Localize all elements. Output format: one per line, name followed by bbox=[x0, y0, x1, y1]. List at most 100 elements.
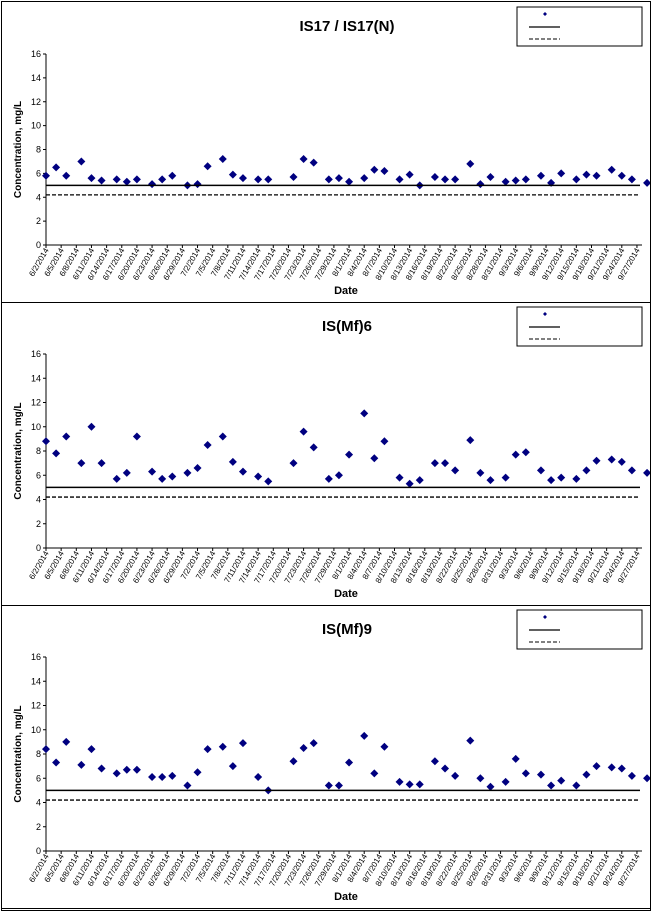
data-point-diamond bbox=[309, 158, 318, 167]
x-axis-label: Date bbox=[334, 588, 358, 600]
data-point-diamond bbox=[582, 466, 591, 475]
y-tick-label: 16 bbox=[31, 49, 41, 59]
data-point-diamond bbox=[592, 456, 601, 465]
data-point-diamond bbox=[511, 176, 520, 185]
data-point-diamond bbox=[42, 437, 50, 446]
y-tick-label: 0 bbox=[36, 240, 41, 250]
y-tick-label: 10 bbox=[31, 422, 41, 432]
data-point-diamond bbox=[324, 474, 333, 483]
data-point-diamond bbox=[592, 171, 601, 180]
data-point-diamond bbox=[52, 163, 61, 172]
data-point-diamond bbox=[572, 175, 581, 184]
data-point-diamond bbox=[643, 468, 652, 477]
legend bbox=[516, 6, 643, 47]
data-point-diamond bbox=[536, 466, 545, 475]
data-point-diamond bbox=[415, 780, 424, 789]
y-axis-label: Concentration, mg/L bbox=[13, 101, 24, 198]
data-point-diamond bbox=[441, 764, 450, 773]
data-point-diamond bbox=[370, 454, 379, 463]
y-tick-label: 12 bbox=[31, 701, 41, 711]
data-point-diamond bbox=[380, 166, 389, 175]
y-axis-label: Concentration, mg/L bbox=[13, 705, 24, 802]
data-point-diamond bbox=[547, 476, 556, 485]
data-point-diamond bbox=[607, 165, 616, 174]
legend-marker-diamond bbox=[543, 12, 547, 16]
data-point-diamond bbox=[380, 437, 389, 446]
data-point-diamond bbox=[228, 170, 237, 179]
legend bbox=[516, 306, 643, 347]
legend-marker-diamond bbox=[543, 615, 547, 619]
data-point-diamond bbox=[77, 157, 86, 166]
data-point-diamond bbox=[430, 757, 439, 766]
y-tick-label: 0 bbox=[36, 846, 41, 856]
data-point-diamond bbox=[158, 474, 167, 483]
data-point-diamond bbox=[97, 764, 106, 773]
data-point-diamond bbox=[122, 468, 131, 477]
data-point-diamond bbox=[476, 468, 485, 477]
data-point-diamond bbox=[228, 762, 237, 771]
data-point-diamond bbox=[345, 450, 354, 459]
y-tick-label: 0 bbox=[36, 543, 41, 553]
y-tick-label: 10 bbox=[31, 725, 41, 735]
data-point-diamond bbox=[476, 774, 485, 783]
data-point-diamond bbox=[451, 466, 460, 475]
data-point-diamond bbox=[627, 466, 636, 475]
data-point-diamond bbox=[299, 743, 308, 752]
data-point-diamond bbox=[334, 174, 343, 183]
y-axis-label: Concentration, mg/L bbox=[13, 402, 24, 499]
data-point-diamond bbox=[486, 476, 495, 485]
data-point-diamond bbox=[309, 443, 318, 452]
data-point-diamond bbox=[334, 781, 343, 790]
y-tick-label: 12 bbox=[31, 97, 41, 107]
data-point-diamond bbox=[415, 476, 424, 485]
data-point-diamond bbox=[521, 175, 530, 184]
data-point-diamond bbox=[228, 457, 237, 466]
data-point-diamond bbox=[521, 448, 530, 457]
chart-title: IS(Mf)6 bbox=[322, 318, 372, 335]
data-point-diamond bbox=[572, 474, 581, 483]
data-point-diamond bbox=[345, 758, 354, 767]
data-point-diamond bbox=[617, 171, 626, 180]
data-point-diamond bbox=[370, 165, 379, 174]
data-point-diamond bbox=[582, 770, 591, 779]
data-point-diamond bbox=[405, 780, 414, 789]
data-point-diamond bbox=[132, 765, 141, 774]
data-point-diamond bbox=[62, 737, 71, 746]
y-tick-label: 14 bbox=[31, 73, 41, 83]
data-point-diamond bbox=[148, 180, 157, 189]
y-tick-label: 2 bbox=[36, 216, 41, 226]
data-point-diamond bbox=[193, 768, 202, 777]
data-point-diamond bbox=[183, 781, 192, 790]
data-point-diamond bbox=[643, 774, 652, 783]
data-point-diamond bbox=[218, 742, 227, 751]
data-point-diamond bbox=[168, 171, 177, 180]
data-point-diamond bbox=[87, 745, 96, 754]
data-point-diamond bbox=[582, 170, 591, 179]
data-point-diamond bbox=[617, 764, 626, 773]
data-point-diamond bbox=[299, 427, 308, 436]
data-point-diamond bbox=[607, 763, 616, 772]
data-point-diamond bbox=[536, 171, 545, 180]
data-point-diamond bbox=[122, 765, 131, 774]
data-point-diamond bbox=[511, 450, 520, 459]
data-point-diamond bbox=[627, 771, 636, 780]
y-tick-label: 10 bbox=[31, 121, 41, 131]
chart-svg: IS17 / IS17(N) 0 2 4 6 8 10 12 14 16 Concentration… bbox=[13, 6, 652, 297]
data-point-diamond bbox=[203, 162, 212, 171]
data-point-diamond bbox=[148, 773, 157, 782]
data-point-diamond bbox=[557, 776, 566, 785]
data-point-diamond bbox=[617, 457, 626, 466]
y-tick-label: 8 bbox=[36, 749, 41, 759]
y-tick-label: 6 bbox=[36, 773, 41, 783]
x-axis-label: Date bbox=[334, 285, 358, 297]
data-point-diamond bbox=[334, 471, 343, 480]
data-point-diamond bbox=[87, 174, 96, 183]
data-point-diamond bbox=[324, 781, 333, 790]
y-tick-label: 2 bbox=[36, 822, 41, 832]
chart-panel-3: IS(Mf)9 0 2 4 6 8 10 12 14 16 Concentration, mg/L 6… bbox=[2, 606, 652, 909]
data-point-diamond bbox=[466, 736, 475, 745]
data-point-diamond bbox=[238, 174, 247, 183]
data-point-diamond bbox=[289, 757, 298, 766]
y-tick-label: 16 bbox=[31, 349, 41, 359]
